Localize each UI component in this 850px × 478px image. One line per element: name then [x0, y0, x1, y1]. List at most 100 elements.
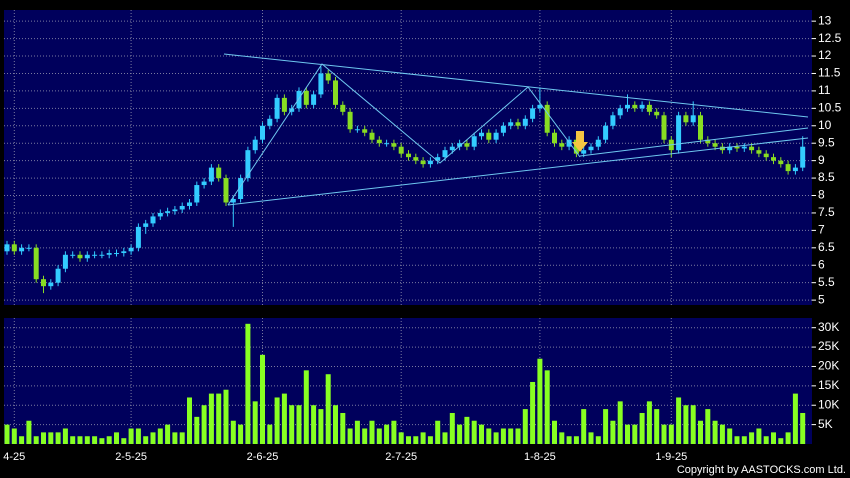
candle-body — [347, 111, 353, 130]
candle-body — [143, 223, 149, 227]
zigzag — [227, 63, 581, 206]
volume-bar — [318, 409, 324, 444]
volume-bar — [114, 432, 119, 444]
candle-body — [245, 150, 251, 179]
y2-tick-label: 10K — [818, 397, 839, 411]
volume-bar — [712, 420, 718, 444]
candle-body — [479, 132, 484, 137]
volume-bar — [376, 428, 382, 444]
volume-bar — [384, 424, 390, 444]
candle-body — [698, 115, 703, 140]
y-tick-label: 7.5 — [818, 205, 835, 219]
volume-bar — [230, 420, 236, 444]
candle-body — [238, 178, 244, 199]
volume-bar — [92, 436, 98, 444]
candle-body — [106, 253, 112, 255]
candle-body — [84, 254, 90, 259]
y-tick-label: 8.5 — [818, 170, 835, 184]
candle-body — [734, 146, 740, 149]
candle-body — [179, 205, 185, 210]
candle-body — [712, 143, 718, 147]
volume-bar — [99, 438, 105, 444]
candle-body — [683, 115, 689, 123]
volume-bar — [646, 401, 652, 444]
volume-bar — [610, 420, 616, 444]
candle-body — [464, 143, 470, 147]
volume-bar — [559, 432, 565, 444]
candle-body — [55, 268, 61, 283]
candle-body — [690, 115, 696, 123]
volume-bar — [216, 393, 222, 444]
volume-bar — [172, 432, 178, 444]
volume-bar — [573, 436, 579, 444]
volume-bar — [588, 432, 594, 444]
candle-body — [581, 150, 587, 154]
candle-body — [500, 125, 506, 133]
candle-body — [325, 73, 331, 81]
volume-bar — [639, 412, 645, 444]
candle-body — [676, 115, 682, 151]
y-tick-label: 6 — [818, 257, 825, 271]
volume-bar — [552, 420, 557, 444]
candle-body — [792, 167, 798, 172]
volume-bar — [340, 412, 346, 444]
volume-bar — [522, 409, 528, 444]
candle-body — [610, 115, 616, 126]
y-tick-label: 12.5 — [818, 31, 842, 45]
volume-bar — [179, 432, 185, 444]
volume-bar — [690, 405, 696, 444]
y-tick-label: 5.5 — [818, 275, 835, 289]
candle-body — [11, 244, 17, 252]
candle-body — [544, 104, 550, 133]
candle-body — [654, 111, 660, 116]
volume-bar — [471, 420, 477, 444]
candle-body — [157, 212, 163, 217]
volume-bar — [157, 428, 163, 444]
signal-arrow — [572, 131, 588, 152]
candle-body — [19, 247, 25, 252]
volume-bar — [771, 432, 776, 444]
volume-bar — [135, 428, 141, 444]
y-tick-label: 10.5 — [818, 101, 842, 115]
candle-body — [427, 160, 433, 165]
candle-body — [398, 146, 404, 154]
candle-body — [354, 129, 360, 131]
volume-bar — [427, 436, 433, 444]
volume-bar — [11, 428, 17, 444]
volume-bar — [398, 432, 404, 444]
candle-body — [588, 146, 594, 151]
x-tick-label: 2-7-25 — [385, 451, 417, 463]
volume-bar — [683, 405, 689, 444]
volume-bar — [479, 424, 484, 444]
volume-bar — [595, 436, 601, 444]
candle-body — [486, 132, 492, 140]
volume-bar — [48, 432, 54, 444]
volume-bar — [347, 428, 353, 444]
volume-bar — [55, 432, 61, 444]
y-tick-label: 10 — [818, 118, 832, 132]
y2-tick-label: 5K — [818, 417, 833, 431]
candle-body — [800, 146, 806, 168]
volume-bar — [778, 438, 784, 444]
volume-bar — [435, 420, 441, 444]
candle-body — [70, 254, 76, 256]
volume-bar — [106, 436, 112, 444]
volume-bar — [281, 393, 287, 444]
candle-body — [457, 143, 463, 147]
volume-bar — [537, 358, 543, 444]
candle-body — [128, 247, 134, 252]
candle-body — [26, 247, 32, 249]
volume-bar — [486, 428, 492, 444]
candle-body — [603, 125, 609, 140]
x-tick-label: 2-5-25 — [115, 451, 147, 463]
candle-body — [617, 108, 623, 116]
candle-body — [77, 254, 83, 259]
candle-body — [632, 104, 638, 109]
candle-body — [727, 146, 733, 151]
candle-body — [92, 254, 98, 256]
candle-body — [515, 122, 521, 126]
y-tick-label: 9 — [818, 153, 825, 167]
candle-body — [493, 132, 499, 140]
y-tick-label: 5 — [818, 292, 825, 306]
candle-body — [749, 146, 755, 151]
